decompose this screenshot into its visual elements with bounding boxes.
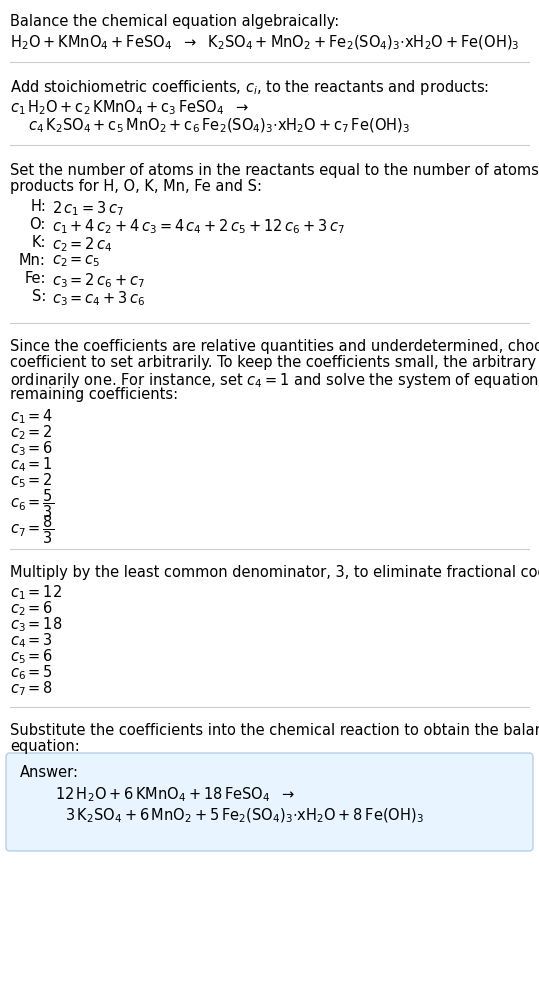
Text: Balance the chemical equation algebraically:: Balance the chemical equation algebraica… <box>10 14 339 29</box>
Text: coefficient to set arbitrarily. To keep the coefficients small, the arbitrary va: coefficient to set arbitrarily. To keep … <box>10 355 539 370</box>
Text: $c_3 = 2\,c_6 + c_7$: $c_3 = 2\,c_6 + c_7$ <box>52 271 145 290</box>
Text: Set the number of atoms in the reactants equal to the number of atoms in the: Set the number of atoms in the reactants… <box>10 163 539 178</box>
Text: $\rm 3\,K_2SO_4 + 6\,MnO_2 + 5\,Fe_2(SO_4)_3{\cdot}xH_2O + 8\,Fe(OH)_3$: $\rm 3\,K_2SO_4 + 6\,MnO_2 + 5\,Fe_2(SO_… <box>65 807 424 826</box>
Text: $c_1 = 12$: $c_1 = 12$ <box>10 583 62 602</box>
Text: $c_4 = 1$: $c_4 = 1$ <box>10 455 53 473</box>
Text: Fe:: Fe: <box>24 271 46 286</box>
Text: $c_2 = c_5$: $c_2 = c_5$ <box>52 253 101 268</box>
Text: Answer:: Answer: <box>20 765 79 780</box>
Text: ordinarily one. For instance, set $c_4 = 1$ and solve the system of equations fo: ordinarily one. For instance, set $c_4 =… <box>10 371 539 390</box>
Text: $c_7 = \dfrac{8}{3}$: $c_7 = \dfrac{8}{3}$ <box>10 513 54 545</box>
Text: Add stoichiometric coefficients, $c_i$, to the reactants and products:: Add stoichiometric coefficients, $c_i$, … <box>10 78 489 97</box>
Text: products for H, O, K, Mn, Fe and S:: products for H, O, K, Mn, Fe and S: <box>10 179 262 194</box>
Text: remaining coefficients:: remaining coefficients: <box>10 387 178 402</box>
Text: $c_5 = 6$: $c_5 = 6$ <box>10 647 53 665</box>
Text: $c_7 = 8$: $c_7 = 8$ <box>10 679 53 698</box>
Text: $c_3 = 18$: $c_3 = 18$ <box>10 615 63 634</box>
Text: $c_2 = 6$: $c_2 = 6$ <box>10 599 53 618</box>
Text: O:: O: <box>30 217 46 232</box>
Text: $\rm H_2O + KMnO_4 + FeSO_4$  $\rightarrow$  $\rm K_2SO_4 + MnO_2 + Fe_2(SO_4)_3: $\rm H_2O + KMnO_4 + FeSO_4$ $\rightarro… <box>10 34 520 52</box>
Text: $c_3 = 6$: $c_3 = 6$ <box>10 439 53 457</box>
Text: $c_5 = 2$: $c_5 = 2$ <box>10 471 53 490</box>
Text: $c_4\,\rm K_2SO_4 + c_5\,MnO_2 + c_6\,Fe_2(SO_4)_3{\cdot}xH_2O + c_7\,Fe(OH)_3$: $c_4\,\rm K_2SO_4 + c_5\,MnO_2 + c_6\,Fe… <box>28 117 410 136</box>
Text: $c_1 = 4$: $c_1 = 4$ <box>10 407 53 426</box>
Text: S:: S: <box>32 289 46 304</box>
Text: $\rm 12\,H_2O + 6\,KMnO_4 + 18\,FeSO_4$  $\rightarrow$: $\rm 12\,H_2O + 6\,KMnO_4 + 18\,FeSO_4$ … <box>55 785 295 804</box>
Text: Substitute the coefficients into the chemical reaction to obtain the balanced: Substitute the coefficients into the che… <box>10 723 539 738</box>
Text: $c_2 = 2$: $c_2 = 2$ <box>10 423 53 442</box>
Text: $c_1\,\rm H_2O + c_2\,KMnO_4 + c_3\,FeSO_4$  $\rightarrow$: $c_1\,\rm H_2O + c_2\,KMnO_4 + c_3\,FeSO… <box>10 98 249 117</box>
Text: $c_1 + 4\,c_2 + 4\,c_3 = 4\,c_4 + 2\,c_5 + 12\,c_6 + 3\,c_7$: $c_1 + 4\,c_2 + 4\,c_3 = 4\,c_4 + 2\,c_5… <box>52 217 345 236</box>
Text: K:: K: <box>31 235 46 250</box>
Text: $c_4 = 3$: $c_4 = 3$ <box>10 631 53 649</box>
Text: $c_2 = 2\,c_4$: $c_2 = 2\,c_4$ <box>52 235 113 253</box>
FancyBboxPatch shape <box>6 753 533 851</box>
Text: $c_3 = c_4 + 3\,c_6$: $c_3 = c_4 + 3\,c_6$ <box>52 289 146 308</box>
Text: $c_6 = 5$: $c_6 = 5$ <box>10 663 53 682</box>
Text: H:: H: <box>30 199 46 214</box>
Text: equation:: equation: <box>10 739 80 754</box>
Text: Mn:: Mn: <box>19 253 46 268</box>
Text: Since the coefficients are relative quantities and underdetermined, choose a: Since the coefficients are relative quan… <box>10 339 539 354</box>
Text: Multiply by the least common denominator, 3, to eliminate fractional coefficient: Multiply by the least common denominator… <box>10 565 539 580</box>
Text: $c_6 = \dfrac{5}{3}$: $c_6 = \dfrac{5}{3}$ <box>10 487 54 520</box>
Text: $2\,c_1 = 3\,c_7$: $2\,c_1 = 3\,c_7$ <box>52 199 124 218</box>
